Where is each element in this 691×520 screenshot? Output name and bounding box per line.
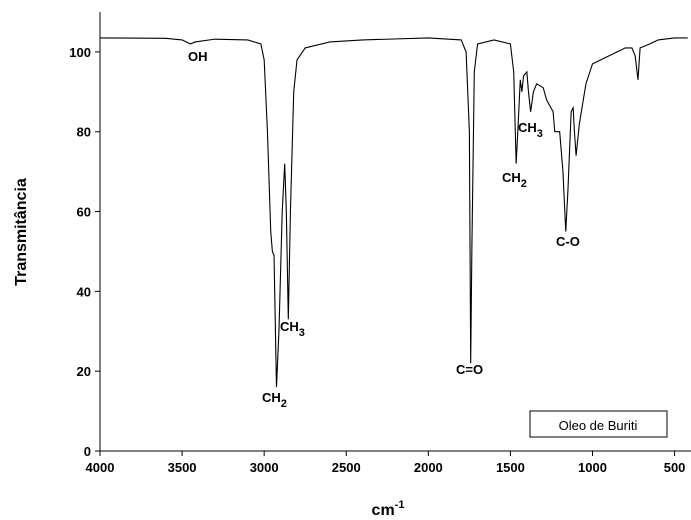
x-tick-label: 2500 xyxy=(332,460,361,475)
peak-annotation: CH2 xyxy=(262,390,287,410)
peak-annotation-text: CH xyxy=(280,319,299,334)
peak-annotation-text: C-O xyxy=(556,234,580,249)
peak-annotation-sub: 2 xyxy=(281,398,287,410)
y-tick-label: 0 xyxy=(84,444,91,459)
x-axis-title: cm-1 xyxy=(372,499,405,519)
peak-annotation: CH3 xyxy=(280,319,305,339)
y-axis-title: Transmitância xyxy=(13,178,30,286)
y-tick-label: 80 xyxy=(77,125,91,140)
legend-box xyxy=(529,410,668,438)
peak-annotation: C=O xyxy=(456,362,483,377)
x-axis-title-sup: -1 xyxy=(395,499,405,511)
peak-annotation: CH2 xyxy=(502,170,527,190)
x-tick-label: 3000 xyxy=(250,460,279,475)
peak-annotation-sub: 2 xyxy=(521,178,527,190)
peak-annotation-text: C=O xyxy=(456,362,483,377)
y-tick-label: 60 xyxy=(77,205,91,220)
peak-annotation-text: CH xyxy=(518,120,537,135)
legend-label: Oleo de Buriti xyxy=(559,418,638,433)
x-tick-label: 2000 xyxy=(414,460,443,475)
peak-annotation: C-O xyxy=(556,234,580,249)
peak-annotation-text: CH xyxy=(262,390,281,405)
y-tick-label: 100 xyxy=(69,45,91,60)
x-tick-label: 4000 xyxy=(86,460,115,475)
spectrum-line xyxy=(99,37,688,388)
x-tick-label: 3500 xyxy=(168,460,197,475)
peak-annotation-text: CH xyxy=(502,170,521,185)
x-tick-label: 1500 xyxy=(496,460,525,475)
peak-annotation-sub: 3 xyxy=(537,128,543,140)
x-axis-title-text: cm xyxy=(372,502,395,519)
peak-annotation-sub: 3 xyxy=(299,327,305,339)
y-tick-label: 40 xyxy=(77,284,91,299)
x-tick-label: 1000 xyxy=(578,460,607,475)
y-tick-label: 20 xyxy=(77,364,91,379)
x-tick-label: 500 xyxy=(664,460,686,475)
peak-annotation: CH3 xyxy=(518,120,543,140)
peak-annotation: OH xyxy=(188,49,208,64)
peak-annotation-text: OH xyxy=(188,49,208,64)
